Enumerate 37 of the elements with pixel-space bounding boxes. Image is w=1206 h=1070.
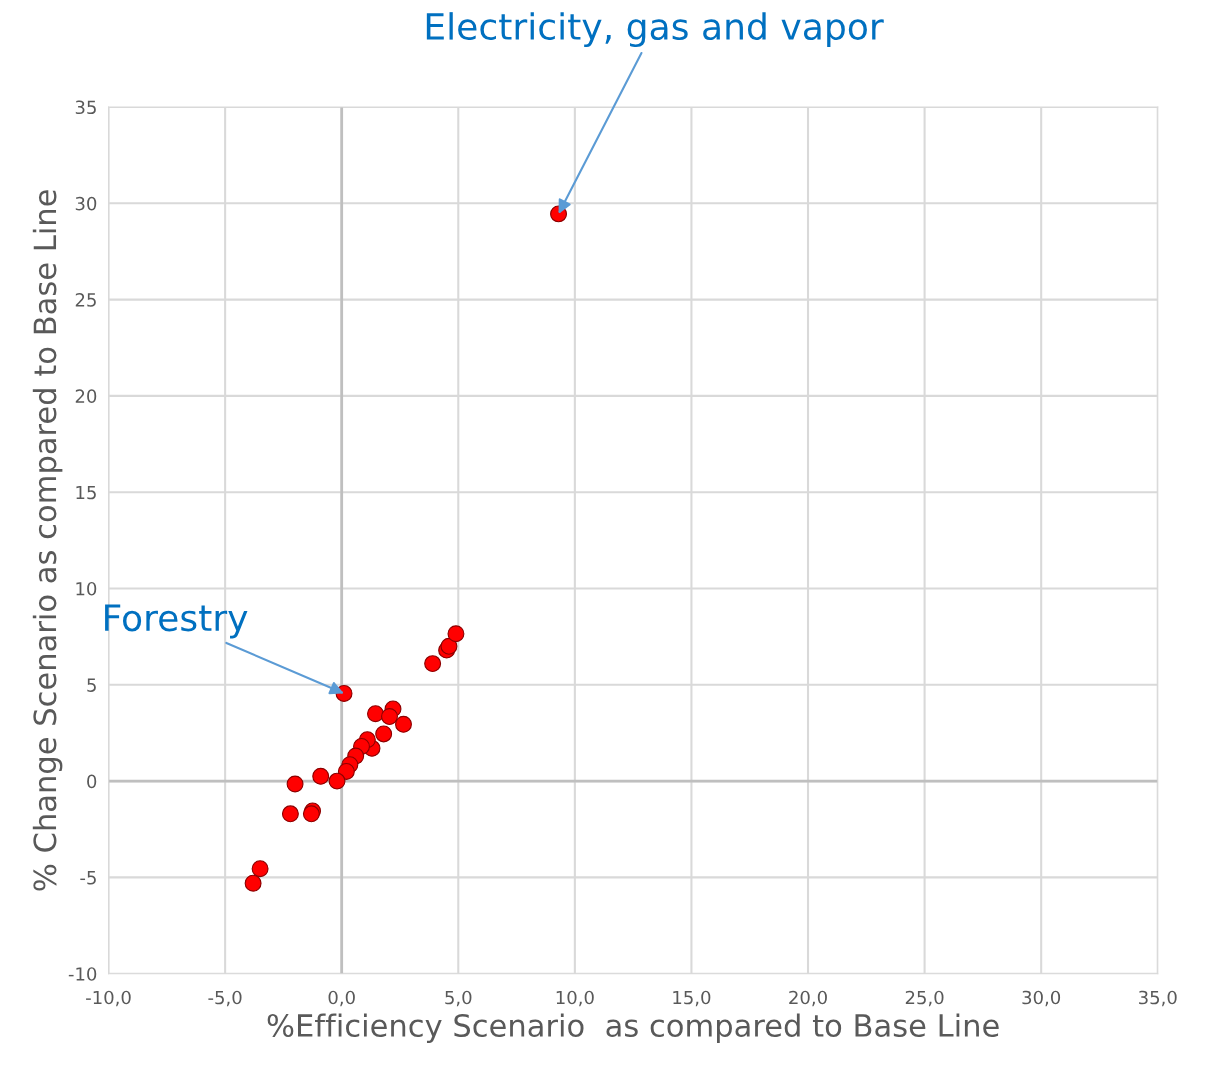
y-tick-label: 35 (75, 100, 96, 115)
point (395, 715, 412, 733)
y-tick-label: -10 (68, 967, 97, 981)
x-tick-label: -10,0 (86, 990, 131, 1007)
y-tick-label: 25 (75, 293, 96, 307)
y-tick-label: -5 (80, 871, 96, 885)
point (328, 772, 346, 790)
x-tick-label: 5,0 (445, 990, 472, 1007)
point (286, 775, 304, 793)
point (424, 655, 442, 673)
x-tick-label: -5,0 (208, 990, 242, 1007)
x-tick-label: 25,0 (905, 990, 944, 1007)
point (440, 637, 458, 655)
y-tick-label: 10 (76, 581, 97, 596)
x-tick-label: 20,0 (789, 990, 827, 1007)
x-tick-label: 10,0 (556, 990, 594, 1007)
annotation: Electricity, gas and vapor (426, 12, 884, 48)
x-tick-label: 15,0 (673, 990, 711, 1007)
point (251, 860, 269, 878)
point (381, 708, 398, 726)
y-tick-label: 20 (75, 389, 97, 404)
point (244, 874, 262, 892)
x-axis-title: %Efficiency Scenario as compared to Base Line (267, 1013, 999, 1043)
point (447, 625, 465, 643)
y-axis-title: % Change Scenario as compared to Base Line (32, 190, 63, 891)
point (312, 767, 330, 785)
point (375, 725, 393, 743)
y-tick-label: 5 (87, 678, 96, 692)
y-tick-label: 15 (76, 485, 96, 500)
point (367, 705, 384, 723)
point (281, 805, 299, 823)
x-tick-label: 0,0 (328, 990, 355, 1007)
annotation: Forestry (105, 604, 248, 639)
x-tick-label: 35,0 (1139, 990, 1177, 1007)
y-tick-label: 30 (75, 196, 97, 211)
x-tick-label: 30,0 (1022, 990, 1061, 1007)
y-tick-label: 0 (87, 774, 97, 789)
